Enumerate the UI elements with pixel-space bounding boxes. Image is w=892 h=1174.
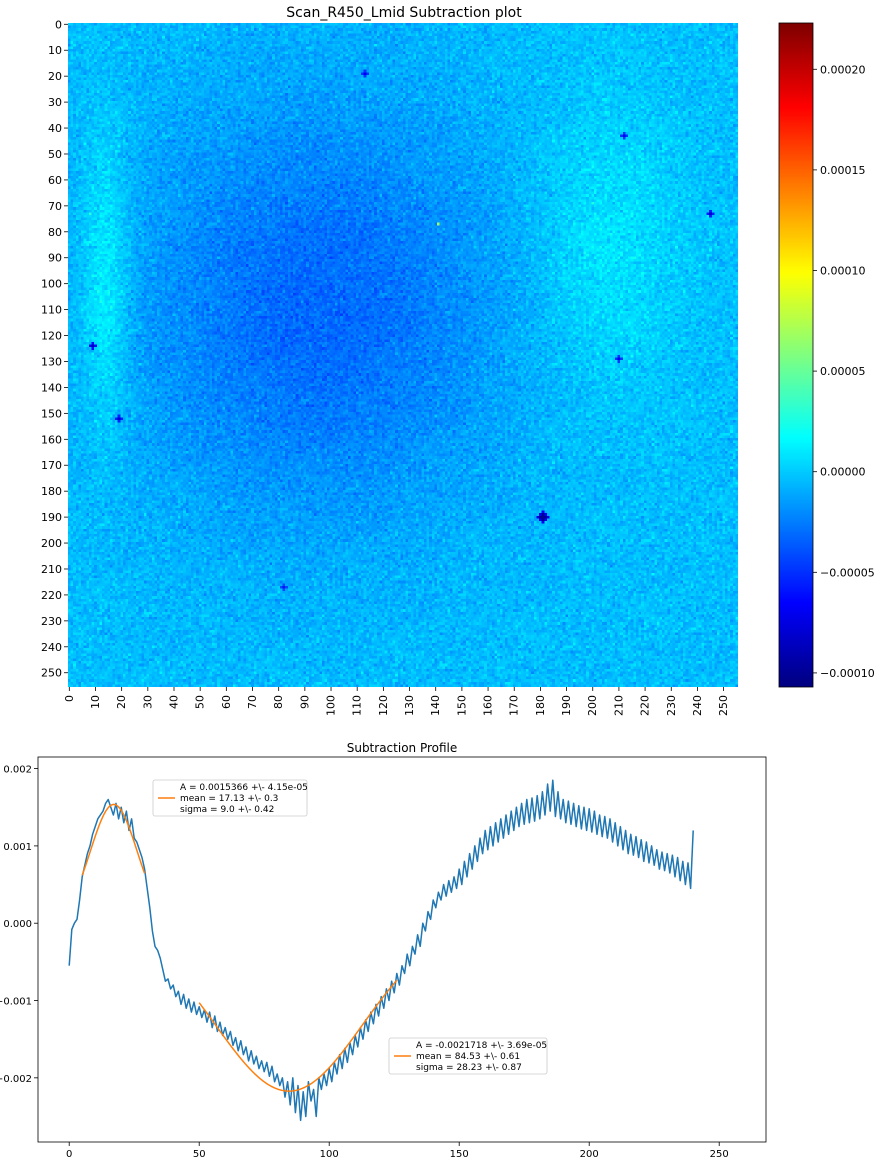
heatmap-y-tick-label: 210 (41, 563, 62, 576)
heatmap-x-tick-label: 220 (639, 695, 652, 716)
heatmap-x-tick-label: 130 (403, 695, 416, 716)
heatmap-x-tick-label: 30 (141, 695, 154, 709)
heatmap-y-tick-label: 160 (41, 433, 62, 446)
heatmap-y-ticks: 0 10 20 30 40 50 60 70 80 90 100 110 120 130 140 150 160… (41, 18, 68, 680)
heatmap-image (68, 23, 738, 687)
heatmap-y-tick-label: 50 (48, 148, 62, 161)
heatmap-y-tick-label: 10 (48, 44, 62, 57)
heatmap-x-tick-label: 20 (115, 695, 128, 709)
profile-y-tick-label: 0.002 (3, 765, 32, 776)
colorbar-tick-label: −0.00010 (820, 667, 875, 680)
heatmap-x-tick-label: 90 (298, 695, 311, 709)
heatmap-y-tick-label: 30 (48, 96, 62, 109)
heatmap-y-tick-label: 90 (48, 252, 62, 265)
profile-x-tick-label: 250 (710, 1149, 729, 1160)
heatmap-y-tick-label: 60 (48, 174, 62, 187)
profile-x-tick-label: 150 (450, 1149, 469, 1160)
heatmap-y-tick-label: 70 (48, 200, 62, 213)
colorbar-tick-label: 0.00010 (820, 264, 866, 277)
heatmap-y-tick-label: 250 (41, 667, 62, 680)
colorbar-ticks: 0.00020 0.00015 0.00010 0.00005 0.00000 −0.00… (813, 63, 875, 680)
colorbar-tick-label: 0.00000 (820, 466, 866, 479)
profile-data-line (68, 779, 694, 1122)
heatmap-title: Scan_R450_Lmid Subtraction plot (286, 5, 522, 21)
profile-axes-frame (37, 756, 767, 1143)
gaussian-fit-line-1 (81, 803, 146, 876)
heatmap-x-tick-label: 120 (377, 695, 390, 716)
heatmap-x-tick-label: 70 (246, 695, 259, 709)
heatmap-x-tick-label: 140 (429, 695, 442, 716)
heatmap-y-tick-label: 180 (41, 485, 62, 498)
fit-legend-2-amplitude: A = -0.0021718 +\- 3.69e-05 (416, 1041, 547, 1051)
heatmap-y-tick-label: 150 (41, 407, 62, 420)
heatmap-x-tick-label: 40 (167, 695, 180, 709)
heatmap-y-tick-label: 130 (41, 355, 62, 368)
heatmap-y-tick-label: 40 (48, 122, 62, 135)
heatmap-y-tick-label: 230 (41, 615, 62, 628)
profile-y-ticks: 0.002 0.001 0.000 −0.001 −0.002 (0, 765, 38, 1085)
profile-y-tick-label: −0.002 (0, 1074, 32, 1085)
colorbar-tick-label: 0.00015 (820, 164, 866, 177)
fit-legend-1-sigma: sigma = 9.0 +\- 0.42 (180, 805, 274, 815)
profile-y-tick-label: −0.001 (0, 997, 32, 1008)
gaussian-fit-line-2 (198, 979, 398, 1092)
heatmap-y-tick-label: 0 (55, 18, 62, 31)
fit-legend-2: A = -0.0021718 +\- 3.69e-05 mean = 84.53… (388, 1037, 548, 1075)
heatmap-y-tick-label: 110 (41, 304, 62, 317)
heatmap-y-tick-label: 80 (48, 226, 62, 239)
heatmap-x-tick-label: 80 (272, 695, 285, 709)
heatmap-x-tick-label: 250 (717, 695, 730, 716)
profile-y-tick-label: 0.000 (3, 919, 32, 930)
heatmap-y-tick-label: 190 (41, 511, 62, 524)
colorbar-tick-label: 0.00020 (820, 63, 866, 76)
profile-x-tick-label: 50 (193, 1149, 206, 1160)
heatmap-x-tick-label: 110 (351, 695, 364, 716)
fit-legend-1: A = 0.0015366 +\- 4.15e-05 mean = 17.13 … (152, 779, 308, 817)
heatmap-y-tick-label: 100 (41, 278, 62, 291)
heatmap-y-tick-label: 170 (41, 459, 62, 472)
heatmap-y-tick-label: 140 (41, 381, 62, 394)
heatmap-x-tick-label: 60 (220, 695, 233, 709)
fit-legend-2-mean: mean = 84.53 +\- 0.61 (416, 1052, 520, 1062)
colorbar-tick-label: 0.00005 (820, 365, 866, 378)
heatmap-x-tick-label: 230 (665, 695, 678, 716)
heatmap-x-tick-label: 200 (586, 695, 599, 716)
profile-title: Subtraction Profile (347, 741, 458, 755)
colorbar-gradient (779, 23, 813, 687)
heatmap-x-tick-label: 170 (508, 695, 521, 716)
profile-x-tick-label: 200 (580, 1149, 599, 1160)
profile-x-tick-label: 0 (66, 1149, 72, 1160)
heatmap-x-tick-label: 240 (691, 695, 704, 716)
fit-legend-1-mean: mean = 17.13 +\- 0.3 (180, 794, 278, 804)
heatmap-y-tick-label: 20 (48, 70, 62, 83)
heatmap-x-tick-label: 100 (325, 695, 338, 716)
heatmap-x-tick-label: 210 (612, 695, 625, 716)
heatmap-x-ticks: 0 10 20 30 40 50 60 70 80 90 100 110 120 130 140 150 160… (63, 687, 730, 716)
heatmap-y-tick-label: 120 (41, 330, 62, 343)
profile-x-ticks: 0 50 100 150 200 250 (66, 1142, 729, 1160)
heatmap-y-tick-label: 220 (41, 589, 62, 602)
heatmap-x-tick-label: 150 (455, 695, 468, 716)
heatmap-x-tick-label: 190 (560, 695, 573, 716)
heatmap-x-tick-label: 180 (534, 695, 547, 716)
heatmap-y-tick-label: 200 (41, 537, 62, 550)
heatmap-x-tick-label: 50 (194, 695, 207, 709)
heatmap-x-tick-label: 10 (89, 695, 102, 709)
colorbar-tick-label: −0.00005 (820, 566, 875, 579)
profile-x-tick-label: 100 (320, 1149, 339, 1160)
fit-legend-2-sigma: sigma = 28.23 +\- 0.87 (416, 1063, 522, 1073)
heatmap-x-tick-label: 160 (482, 695, 495, 716)
colorbar-frame (778, 22, 814, 688)
fit-legend-1-amplitude: A = 0.0015366 +\- 4.15e-05 (180, 783, 308, 793)
heatmap-y-tick-label: 240 (41, 641, 62, 654)
profile-lines (68, 779, 694, 1122)
heatmap-x-tick-label: 0 (63, 695, 76, 702)
profile-y-tick-label: 0.001 (3, 842, 32, 853)
